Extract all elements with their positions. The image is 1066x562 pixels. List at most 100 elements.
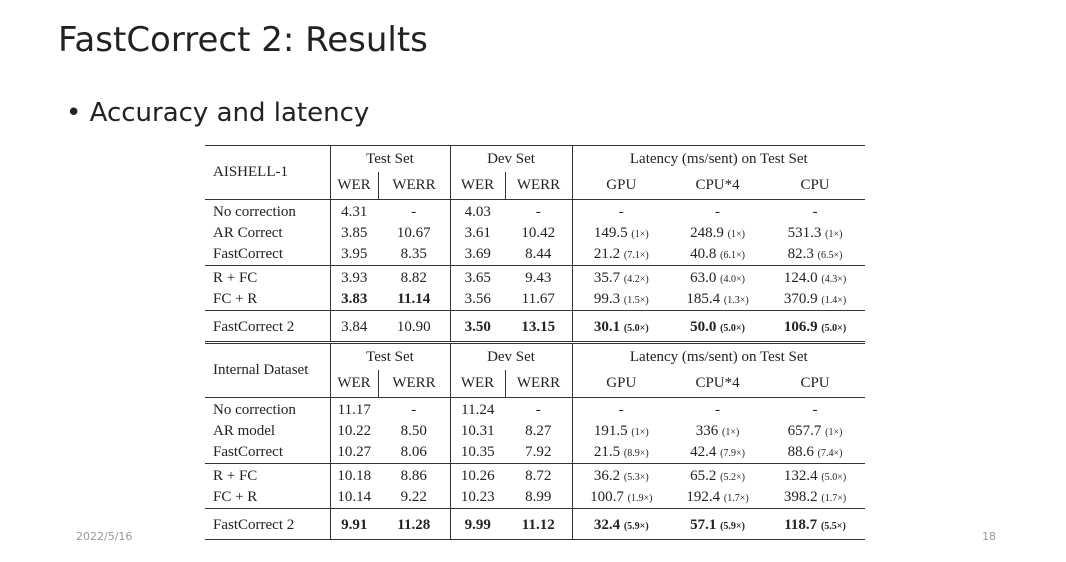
cell: 10.27 (329, 442, 378, 464)
cell: 10.90 (378, 310, 451, 343)
column-header: WERR (377, 172, 451, 200)
subheader-row: WER WERR WER WERR GPU CPU*4 CPU (205, 370, 865, 398)
cell: 42.4 (7.9×) (670, 442, 765, 464)
value: 9.91 (341, 516, 368, 533)
value: 8.86 (400, 468, 427, 484)
cell: 8.72 (505, 463, 573, 487)
latency-value: 21.2 (593, 246, 621, 262)
value: - (535, 204, 541, 220)
value: - (618, 204, 624, 220)
speedup: (5.3×) (623, 472, 649, 483)
cell: 40.8 (6.1×) (670, 244, 765, 266)
data-row: FC + R 10.14 9.22 10.23 8.99 100.7 (1.9×) 192.… (205, 487, 865, 509)
value: 9.22 (400, 489, 427, 505)
bold-value: 32.4 (5.9×) (594, 517, 649, 533)
data-row: FC + R 3.83 11.14 3.56 11.67 99.3 (1.5×) 185.4… (205, 289, 865, 311)
latency-value: 248.9 (690, 225, 724, 241)
value: - (812, 402, 818, 418)
column-header: WER (449, 370, 506, 398)
value: 9.99 (464, 516, 491, 533)
data-row: FastCorrect 10.27 8.06 10.35 7.92 21.5 (8.9×)… (205, 442, 865, 464)
value: 9.43 (525, 270, 552, 286)
bold-value: 118.7 (5.5×) (784, 517, 846, 533)
cell: 336 (1×) (670, 421, 765, 442)
speedup: (7.9×) (720, 448, 745, 459)
cell: 10.22 (329, 421, 378, 442)
data-row: FastCorrect 2 3.84 10.90 3.50 13.15 30.1 (5.0… (205, 310, 866, 343)
value: 13.15 (521, 318, 556, 335)
cell: 9.99 (449, 508, 506, 540)
row-label: FastCorrect 2 (205, 310, 330, 343)
latency-value: 40.8 (690, 246, 717, 262)
cell: 3.65 (449, 265, 506, 289)
corner: Internal Dataset (213, 362, 309, 378)
value: - (618, 402, 624, 418)
bold-value: 30.1 (5.0×) (594, 319, 649, 335)
value: 10.27 (337, 444, 372, 460)
value: 3.65 (464, 270, 491, 286)
speedup: (5.0×) (623, 322, 649, 334)
cell: 35.7 (4.2×) (571, 265, 671, 289)
value: 11.14 (397, 291, 431, 307)
row-label: FastCorrect (213, 246, 283, 262)
cell: - (670, 397, 766, 421)
row-label: AR Correct (213, 225, 283, 241)
cell: - (378, 199, 451, 223)
cell: - (505, 397, 573, 421)
cell: 3.93 (329, 265, 378, 289)
value: 11.28 (397, 516, 431, 533)
value: 3.93 (341, 270, 368, 286)
cell: 3.69 (449, 244, 506, 266)
speedup: (5.5×) (820, 520, 846, 532)
bold-value: 11.12 (522, 517, 555, 533)
data-row: FastCorrect 3.95 8.35 3.69 8.44 21.2 (7.1×) 40… (205, 244, 865, 266)
cell: 30.1 (5.0×) (571, 310, 671, 343)
cell: 657.7 (1×) (765, 421, 865, 442)
value: 8.72 (525, 468, 552, 484)
cell: 10.42 (505, 223, 572, 244)
cell: 82.3 (6.5×) (765, 244, 865, 266)
latency-value: 118.7 (784, 516, 818, 533)
speedup: (5.0×) (720, 322, 745, 334)
value: - (715, 204, 721, 220)
group-header: Latency (ms/sent) on Test Set (571, 145, 866, 172)
bold-value: 9.99 (465, 517, 491, 533)
row-label: FC + R (213, 291, 258, 307)
latency-value: 100.7 (590, 489, 624, 505)
column-header: GPU (571, 172, 671, 200)
cell: 21.2 (7.1×) (571, 244, 671, 266)
bold-value: 9.91 (341, 517, 367, 533)
group-header: Test Set (329, 145, 451, 172)
speedup: (1×) (825, 427, 843, 438)
cell: - (765, 397, 866, 421)
speedup: (5.0×) (821, 472, 847, 483)
bold-value: 106.9 (5.0×) (784, 319, 846, 335)
cell: 10.14 (329, 487, 378, 509)
cell: 7.92 (505, 442, 572, 464)
latency-value: 42.4 (690, 444, 717, 460)
speedup: (5.2×) (720, 472, 745, 483)
value: 8.44 (525, 246, 552, 262)
bold-value: 13.15 (521, 319, 555, 335)
value: 10.67 (396, 225, 431, 241)
cell: 21.5 (8.9×) (571, 442, 671, 464)
speedup: (1.9×) (627, 493, 653, 504)
value: 3.56 (464, 291, 491, 307)
cell: 3.61 (449, 223, 506, 244)
column-header: CPU*4 (695, 375, 740, 391)
data-row: AR model 10.22 8.50 10.31 8.27 191.5 (1×) 336 … (205, 421, 865, 442)
speedup: (4.2×) (623, 274, 649, 285)
column-header: CPU*4 (695, 177, 740, 193)
column-header: WERR (504, 172, 573, 200)
cell: 9.22 (378, 487, 450, 509)
cell: 10.23 (449, 487, 506, 509)
value: 8.35 (400, 246, 427, 262)
speedup: (1×) (722, 427, 740, 438)
cell: 3.95 (329, 244, 378, 266)
value: 10.14 (337, 489, 372, 505)
speedup: (5.0×) (821, 322, 847, 334)
cell: 9.91 (329, 508, 378, 540)
value: 3.85 (341, 225, 368, 241)
cell: - (571, 199, 671, 223)
